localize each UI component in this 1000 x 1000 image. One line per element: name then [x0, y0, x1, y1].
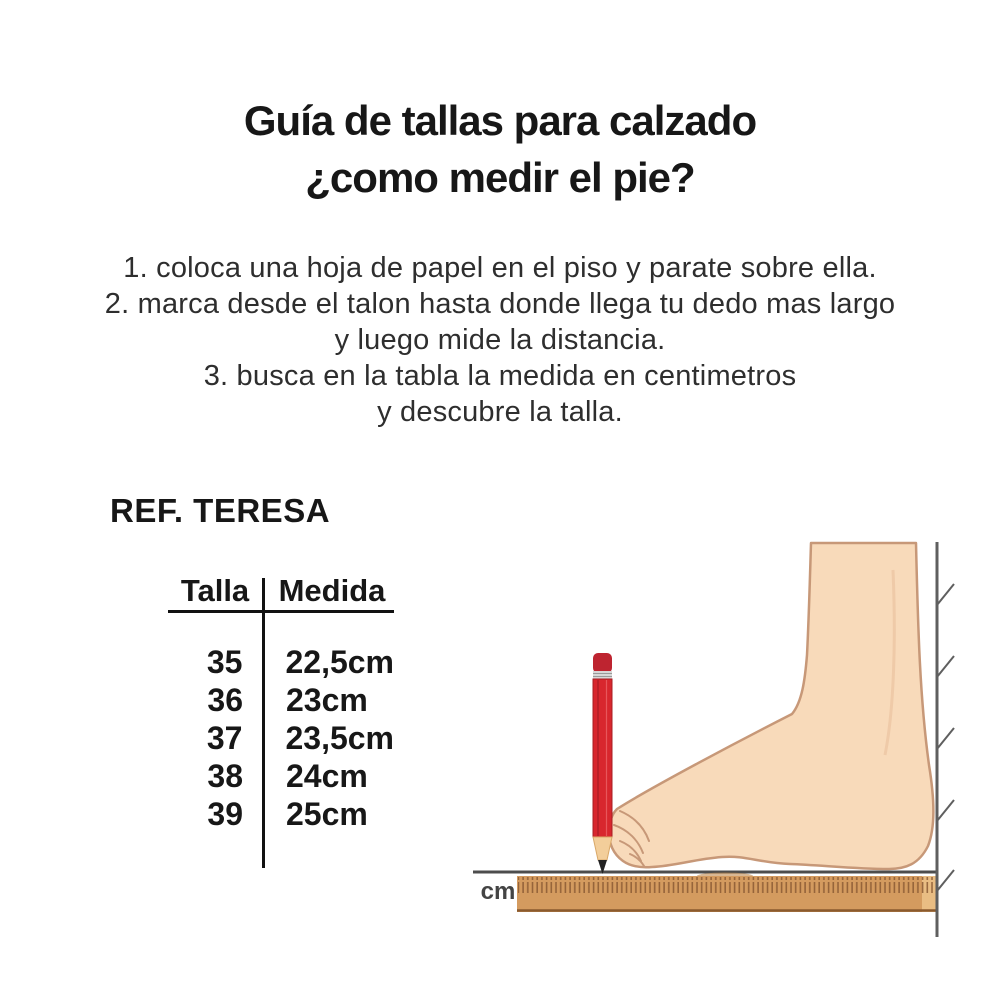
instruction-step-1: 1. coloca una hoja de papel en el piso y… [123, 252, 877, 284]
column-header-talla: Talla [180, 573, 250, 608]
wall-hatching [936, 583, 955, 892]
table-column-divider [262, 578, 265, 868]
page-title-line2: ¿como medir el pie? [305, 154, 695, 201]
instruction-step-3-cont: y descubre la talla. [377, 396, 623, 428]
size-table-body: 35 22,5cm 36 23cm 37 23,5cm 38 24cm 39 2… [168, 643, 394, 833]
foot-measuring-illustration: cm [460, 530, 1000, 950]
toe-creases [613, 810, 650, 867]
ruler: cm [481, 876, 937, 912]
size-value: 39 [207, 795, 243, 832]
instruction-step-3: 3. busca en la tabla la medida en centim… [203, 360, 797, 392]
pencil-body [592, 678, 613, 838]
measuring-instructions: 1. coloca una hoja de papel en el piso y… [0, 250, 1000, 430]
pencil-wood-tip [592, 836, 613, 861]
measure-value: 22,5cm [285, 643, 394, 680]
table-row: 38 24cm [168, 757, 394, 795]
size-table: Talla Medida 35 22,5cm 36 23cm 37 23,5cm… [168, 572, 394, 833]
pencil [592, 653, 613, 874]
table-row: 35 22,5cm [168, 643, 394, 681]
foot-shape [607, 541, 935, 871]
foot-measuring-svg: cm [473, 541, 955, 937]
measure-value: 23cm [286, 681, 368, 718]
ruler-cm-label: cm [481, 878, 516, 905]
ankle-shading-line [883, 569, 896, 756]
pencil-ferrule [593, 671, 612, 679]
size-value: 37 [206, 719, 243, 756]
ruler-ticks [518, 877, 936, 893]
reference-title: REF. TERESA [110, 492, 331, 529]
page-title-line1: Guía de tallas para calzado [243, 97, 757, 144]
table-row: 37 23,5cm [168, 719, 394, 757]
foot-illustration [607, 541, 935, 871]
column-header-medida: Medida [278, 573, 386, 608]
size-value: 36 [207, 681, 243, 718]
size-table-header: Talla Medida [168, 572, 394, 610]
pencil-graphite-tip [598, 860, 607, 874]
size-value: 38 [207, 757, 243, 794]
table-row: 36 23cm [168, 681, 394, 719]
instruction-step-2-cont: y luego mide la distancia. [334, 324, 666, 356]
measure-value: 24cm [286, 757, 368, 794]
instruction-step-2: 2. marca desde el talon hasta donde lleg… [104, 288, 896, 320]
pencil-eraser [593, 653, 612, 673]
wall [935, 542, 955, 937]
measure-value: 23,5cm [285, 719, 394, 756]
size-value: 35 [206, 643, 243, 680]
measure-value: 25cm [286, 795, 368, 832]
table-row: 39 25cm [168, 795, 394, 833]
page-title: Guía de tallas para calzado ¿como medir … [0, 92, 1000, 206]
table-header-rule [168, 610, 394, 613]
